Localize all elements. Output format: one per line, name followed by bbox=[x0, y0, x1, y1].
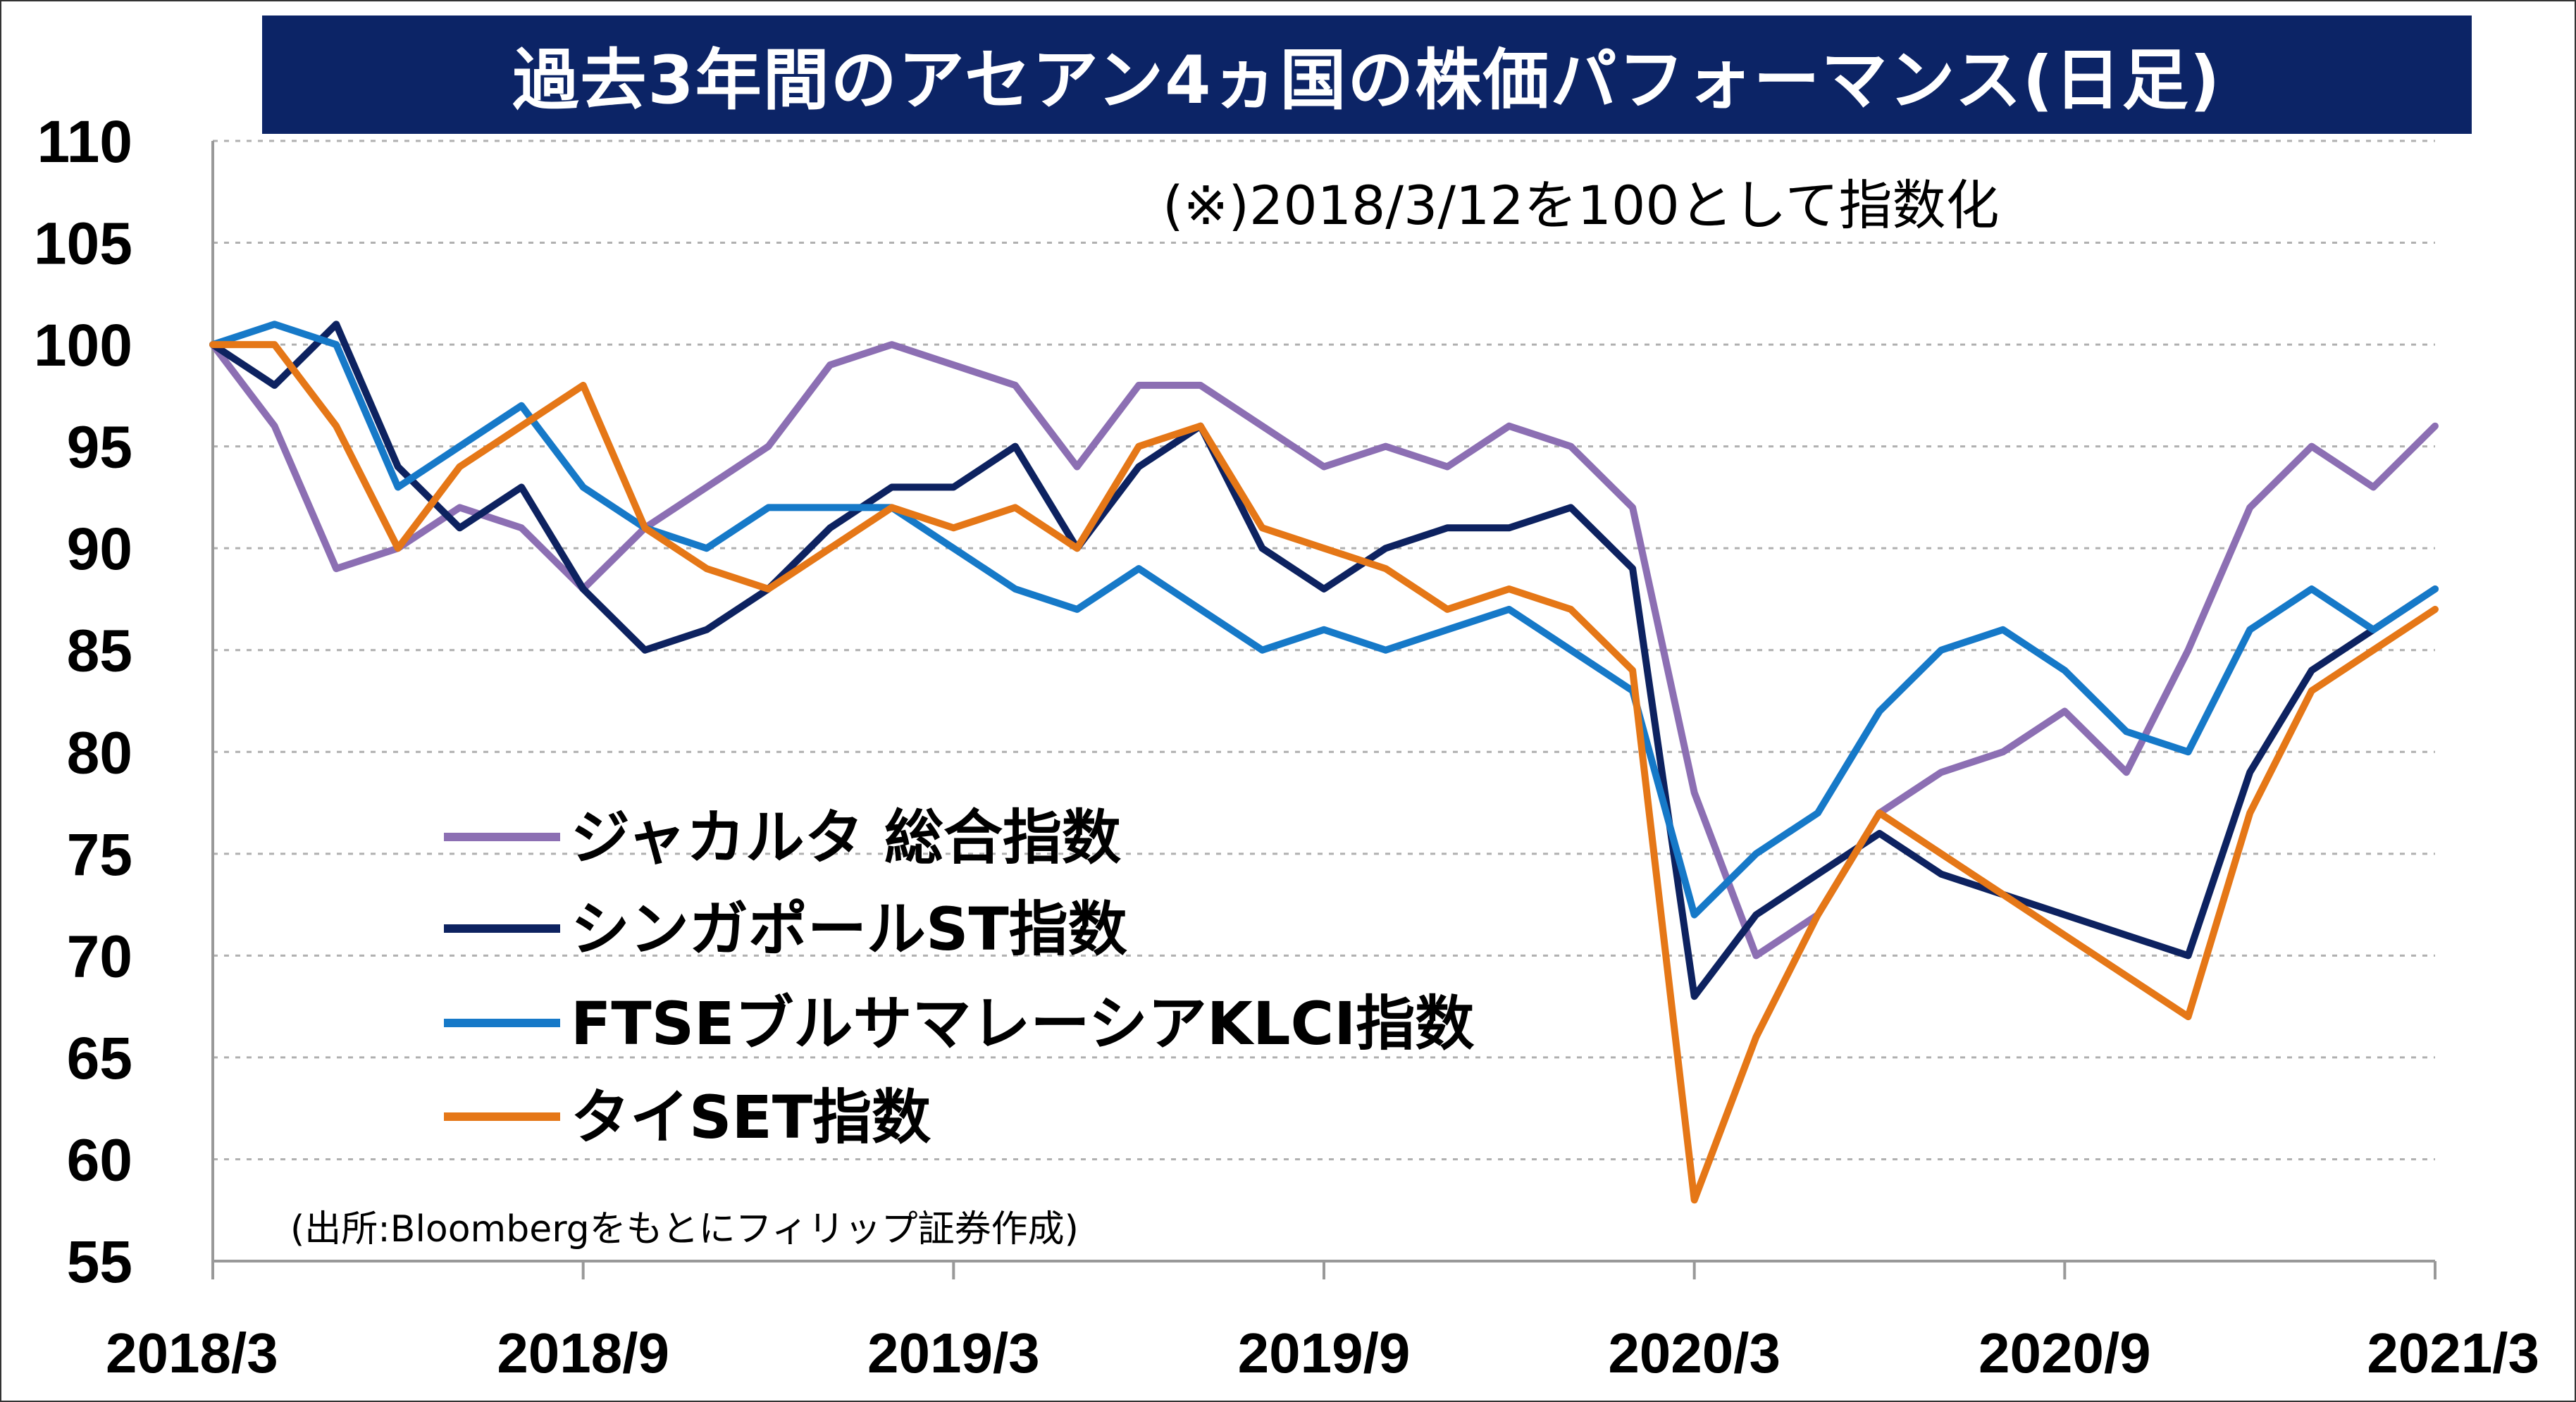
x-tick-label: 2018/3 bbox=[106, 1322, 278, 1384]
x-tick-labels: 2018/3 2018/9 2019/3 2019/9 2020/3 2020/9 2021… bbox=[106, 1322, 2539, 1384]
series-line bbox=[209, 321, 2439, 1000]
legend-label: FTSEブルサマレーシアKLCI指数 bbox=[571, 989, 1474, 1058]
y-tick-label: 95 bbox=[67, 414, 132, 480]
y-tick-label: 90 bbox=[67, 516, 132, 582]
y-tick-label: 85 bbox=[67, 618, 132, 684]
series-line bbox=[209, 321, 2439, 919]
x-tick-label: 2021/3 bbox=[2367, 1322, 2539, 1384]
x-tick-label: 2020/9 bbox=[1979, 1322, 2151, 1384]
y-tick-label: 65 bbox=[67, 1025, 132, 1091]
gridlines bbox=[213, 139, 2435, 1160]
series-line bbox=[209, 341, 2439, 1204]
chart-title: 過去3年間のアセアン4ヵ国の株価パフォーマンス(日足) bbox=[512, 42, 2222, 119]
legend-label: ジャカルタ 総合指数 bbox=[571, 803, 1121, 872]
title-bar: 過去3年間のアセアン4ヵ国の株価パフォーマンス(日足) bbox=[262, 15, 2472, 134]
x-tick-label: 2019/9 bbox=[1238, 1322, 1411, 1384]
legend-label: シンガポールST指数 bbox=[571, 895, 1127, 964]
y-tick-label: 60 bbox=[67, 1127, 132, 1193]
axes bbox=[211, 141, 2436, 1279]
y-tick-label: 75 bbox=[67, 821, 132, 888]
y-tick-label: 55 bbox=[67, 1229, 132, 1295]
y-tick-labels: 110 105 100 95 90 85 80 75 70 65 60 55 bbox=[34, 108, 132, 1295]
legend-label: タイSET指数 bbox=[571, 1083, 931, 1152]
index-note: (※)2018/3/12を100として指数化 bbox=[1163, 174, 1999, 237]
x-tick-label: 2018/9 bbox=[497, 1322, 669, 1384]
y-tick-label: 80 bbox=[67, 719, 132, 786]
y-tick-label: 110 bbox=[37, 108, 132, 175]
x-tick-label: 2020/3 bbox=[1608, 1322, 1781, 1384]
y-tick-label: 100 bbox=[34, 312, 132, 378]
source-note: (出所:Bloombergをもとにフィリップ証券作成) bbox=[290, 1208, 1079, 1251]
y-tick-label: 70 bbox=[67, 923, 132, 989]
y-tick-label: 105 bbox=[34, 211, 132, 277]
x-tick-label: 2019/3 bbox=[867, 1322, 1040, 1384]
series-lines bbox=[209, 321, 2439, 1204]
